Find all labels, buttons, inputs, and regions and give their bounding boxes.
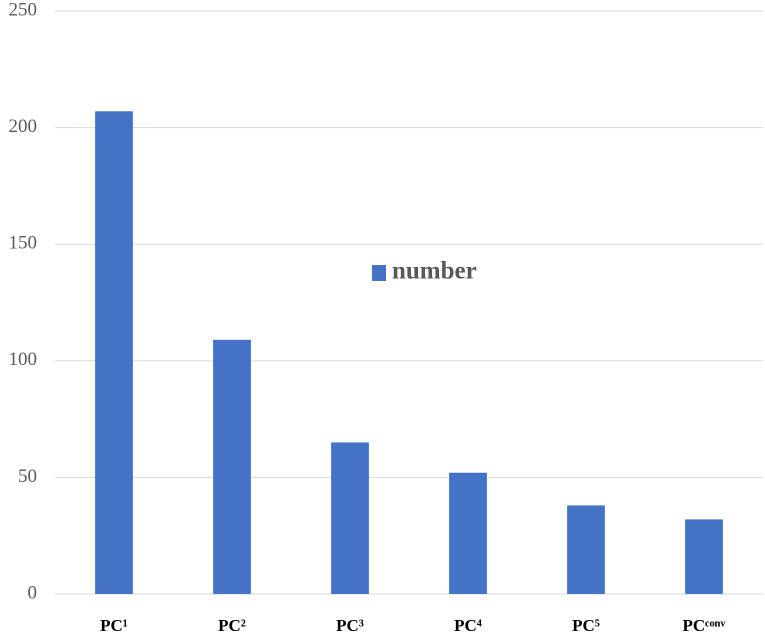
legend-swatch [372, 265, 386, 281]
bar [685, 519, 723, 594]
bar [95, 111, 133, 594]
bar [449, 472, 487, 594]
x-tick-label: PC³ [336, 616, 364, 635]
y-tick-label: 0 [28, 582, 38, 603]
x-tick-label: PC² [218, 616, 246, 635]
y-tick-label: 100 [9, 349, 38, 370]
x-tick-label: PC⁴ [454, 616, 482, 635]
y-tick-label: 250 [9, 0, 38, 20]
bar [213, 339, 251, 594]
y-tick-label: 150 [9, 233, 38, 254]
y-tick-label: 50 [18, 466, 37, 487]
bar [567, 505, 605, 594]
x-tick-label: PCᶜᵒⁿᵛ [683, 616, 727, 635]
y-tick-label: 200 [9, 116, 38, 137]
x-tick-label: PC⁵ [572, 616, 600, 635]
bar [331, 442, 369, 594]
legend-label: number [392, 258, 477, 285]
x-tick-label: PC¹ [100, 616, 128, 635]
